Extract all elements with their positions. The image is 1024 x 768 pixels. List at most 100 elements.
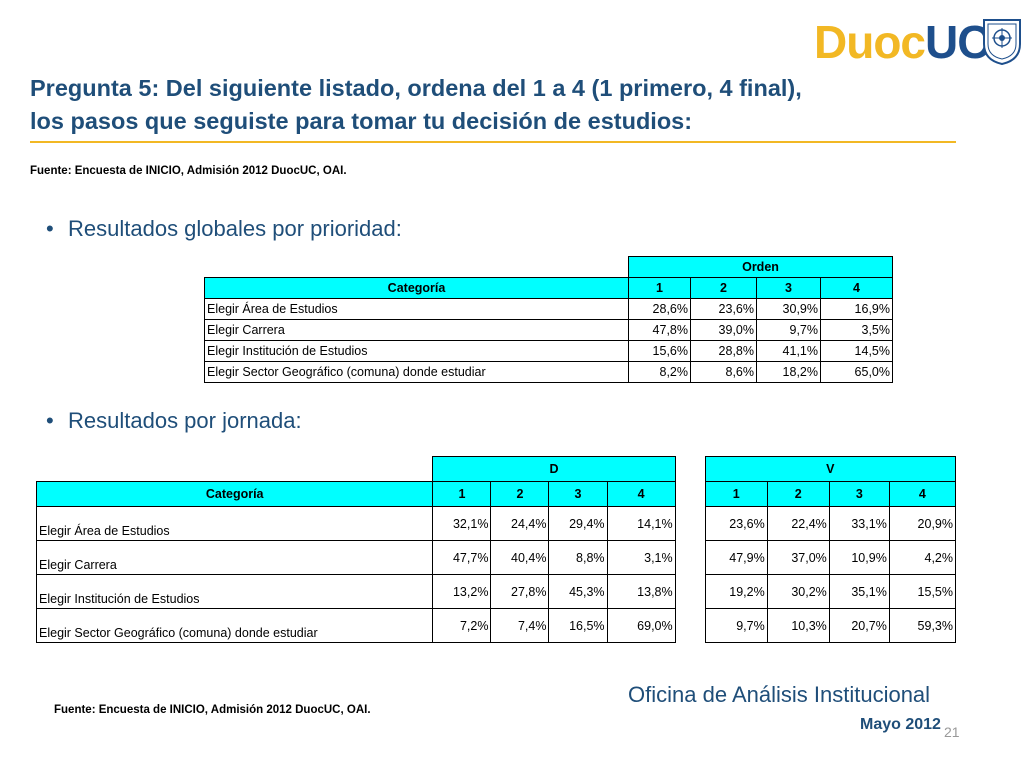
row-label: Elegir Sector Geográfico (comuna) donde … (35, 608, 434, 643)
logo-duoc-text: Duoc (814, 16, 926, 68)
group-d-header: D (432, 456, 676, 482)
university-seal-icon (983, 19, 1021, 66)
empty-cell (675, 507, 705, 541)
value-cell: 18,2% (756, 361, 821, 383)
column-header: 2 (690, 277, 757, 299)
empty-cell (205, 257, 629, 278)
value-cell: 22,4% (766, 506, 830, 541)
value-cell: 8,8% (548, 540, 608, 575)
orden-header: Orden (628, 256, 893, 278)
table-row: Elegir Sector Geográfico (comuna) donde … (204, 361, 893, 383)
row-label: Elegir Institución de Estudios (204, 340, 629, 362)
value-cell: 14,5% (820, 340, 893, 362)
table-header-row: Categoría 1 2 3 4 (204, 277, 893, 299)
value-cell: 3,1% (606, 540, 676, 575)
slide-date: Mayo 2012 (860, 716, 941, 733)
value-cell: 16,5% (548, 608, 608, 643)
empty-cell (675, 575, 705, 609)
value-cell: 37,0% (766, 540, 830, 575)
value-cell: 45,3% (548, 574, 608, 609)
value-cell: 13,8% (606, 574, 676, 609)
bullet-shift-results: • Resultados por jornada: (46, 408, 302, 434)
value-cell: 28,8% (690, 340, 757, 362)
value-cell: 4,2% (888, 540, 957, 575)
group-v-header: V (704, 456, 957, 482)
value-cell: 30,2% (766, 574, 830, 609)
row-label: Elegir Carrera (204, 319, 629, 341)
value-cell: 59,3% (888, 608, 957, 643)
row-label: Elegir Área de Estudios (204, 298, 629, 320)
column-header: 3 (756, 277, 821, 299)
value-cell: 20,9% (888, 506, 957, 541)
value-cell: 24,4% (490, 506, 550, 541)
value-cell: 7,4% (490, 608, 550, 643)
global-results-table: Orden Categoría 1 2 3 4 Elegir Área de E… (204, 256, 893, 383)
empty-cell (675, 541, 705, 575)
value-cell: 20,7% (828, 608, 890, 643)
table-row: Elegir Carrera 47,8% 39,0% 9,7% 3,5% (204, 319, 893, 341)
table-header-row: Orden (205, 256, 893, 278)
table-header-row: D V (37, 456, 957, 482)
value-cell: 29,4% (548, 506, 608, 541)
category-header: Categoría (204, 277, 629, 299)
table-row: Elegir Carrera 47,7% 40,4% 8,8% 3,1% 47,… (35, 540, 957, 575)
column-header: 3 (548, 481, 608, 507)
value-cell: 7,2% (432, 608, 492, 643)
table-row: Elegir Área de Estudios 32,1% 24,4% 29,4… (35, 506, 957, 541)
bullet-dot: • (46, 216, 54, 241)
duocuc-logo: DuocUC (814, 16, 1021, 68)
empty-cell (675, 482, 705, 507)
value-cell: 47,8% (628, 319, 691, 341)
value-cell: 40,4% (490, 540, 550, 575)
value-cell: 3,5% (820, 319, 893, 341)
column-header: 2 (490, 481, 550, 507)
value-cell: 28,6% (628, 298, 691, 320)
value-cell: 8,2% (628, 361, 691, 383)
empty-cell (675, 609, 705, 643)
table-row: Elegir Sector Geográfico (comuna) donde … (35, 608, 957, 643)
bullet-global-results-text: Resultados globales por prioridad: (68, 216, 402, 241)
row-label: Elegir Área de Estudios (35, 506, 434, 541)
column-header: 3 (828, 481, 890, 507)
value-cell: 41,1% (756, 340, 821, 362)
column-header: 4 (888, 481, 957, 507)
value-cell: 15,5% (888, 574, 957, 609)
page-number: 21 (944, 724, 960, 740)
bullet-global-results: • Resultados globales por prioridad: (46, 216, 402, 242)
slide-title-line1: Pregunta 5: Del siguiente listado, orden… (30, 75, 802, 101)
column-header: 2 (766, 481, 830, 507)
table-row: Elegir Área de Estudios 28,6% 23,6% 30,9… (204, 298, 893, 320)
value-cell: 23,6% (704, 506, 768, 541)
table-row: Elegir Institución de Estudios 15,6% 28,… (204, 340, 893, 362)
value-cell: 23,6% (690, 298, 757, 320)
bullet-dot: • (46, 408, 54, 433)
value-cell: 8,6% (690, 361, 757, 383)
source-note-top: Fuente: Encuesta de INICIO, Admisión 201… (30, 165, 347, 177)
column-header: 1 (704, 481, 768, 507)
empty-cell (37, 457, 433, 482)
value-cell: 32,1% (432, 506, 492, 541)
source-note-bottom: Fuente: Encuesta de INICIO, Admisión 201… (54, 704, 371, 716)
value-cell: 13,2% (432, 574, 492, 609)
value-cell: 16,9% (820, 298, 893, 320)
bullet-shift-results-text: Resultados por jornada: (68, 408, 302, 433)
table-header-row: Categoría 1 2 3 4 1 2 3 4 (35, 481, 957, 507)
office-name: Oficina de Análisis Institucional (628, 682, 931, 707)
value-cell: 27,8% (490, 574, 550, 609)
category-header: Categoría (35, 481, 434, 507)
value-cell: 19,2% (704, 574, 768, 609)
value-cell: 35,1% (828, 574, 890, 609)
value-cell: 10,3% (766, 608, 830, 643)
value-cell: 69,0% (606, 608, 676, 643)
column-header: 4 (820, 277, 893, 299)
value-cell: 30,9% (756, 298, 821, 320)
value-cell: 9,7% (756, 319, 821, 341)
slide-title-line2: los pasos que seguiste para tomar tu dec… (30, 108, 693, 134)
value-cell: 47,9% (704, 540, 768, 575)
slide-title: Pregunta 5: Del siguiente listado, orden… (30, 72, 910, 138)
shift-results-table: D V Categoría 1 2 3 4 1 2 3 4 Elegir Áre… (35, 456, 957, 643)
row-label: Elegir Sector Geográfico (comuna) donde … (204, 361, 629, 383)
column-header: 4 (606, 481, 676, 507)
value-cell: 14,1% (606, 506, 676, 541)
column-header: 1 (432, 481, 492, 507)
